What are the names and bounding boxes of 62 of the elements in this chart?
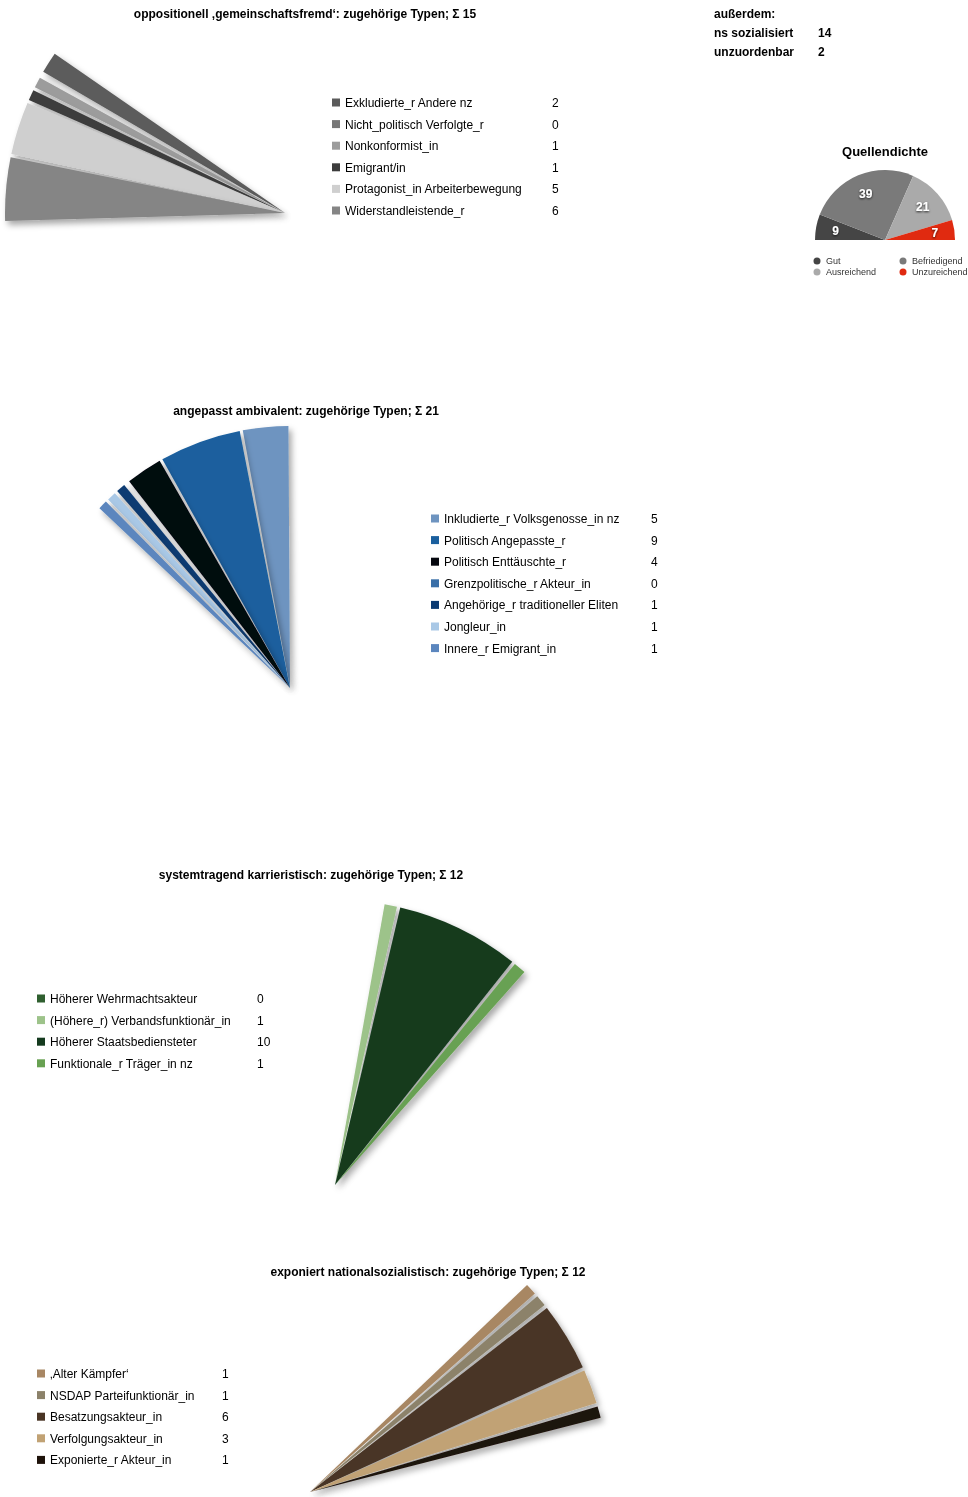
chart-title: exponiert nationalsozialistisch: zugehörige Typen; Σ 12 [270,1265,586,1279]
legend-label: Funktionale_r Träger_in nz [50,1056,193,1071]
legend-label: (Höhere_r) Verbandsfunktionär_in [50,1013,231,1028]
data-label: 4 [651,555,658,570]
chart-title: Quellendichte [842,144,928,159]
legend-label: Verfolgungsakteur_in [50,1431,163,1446]
data-label: 14 [818,26,832,40]
data-label: 1 [222,1388,229,1403]
legend-label: ‚Alter Kämpfer‘ [50,1367,129,1381]
legend-label: NSDAP Parteifunktionär_in [50,1388,195,1403]
legend-label: Politisch Enttäuschte_r [444,555,567,570]
data-label: 1 [257,1013,264,1028]
data-label: 21 [916,199,930,214]
legend-label: Gut [826,256,842,266]
category-label: unzuordenbar [714,45,795,59]
data-label: 6 [222,1410,229,1425]
legend-label: Widerstandleistende_r [345,204,465,218]
legend-label: Jongleur_in [444,620,507,634]
legend-label: Angehörige_r traditioneller Eliten [444,598,619,613]
data-label: 1 [552,139,559,154]
legend-label: Politisch Angepasste_r [444,533,566,548]
data-label: 1 [651,598,658,613]
data-label: 1 [651,641,658,656]
data-label: 1 [222,1367,229,1381]
data-label: 3 [222,1431,229,1446]
data-label: 1 [257,1056,264,1071]
legend-label: Ausreichend [826,267,877,277]
legend-label: Besatzungsakteur_in [50,1410,163,1425]
text: 0 [257,992,264,1006]
legend-label: Inkludierte_r Volksgenosse_in nz [444,512,620,526]
legend-label: Grenzpolitische_r Akteur_in [444,576,591,591]
data-label: 5 [552,182,559,197]
data-label: 2 [552,96,559,110]
data-label: 9 [651,533,658,548]
legend-label: Exponierte_r Akteur_in [50,1453,172,1468]
legend-label: Höherer Wehrmachtsakteur [50,992,198,1006]
legend-label: Protagonist_in Arbeiterbewegung [345,182,522,197]
data-label: 2 [818,45,825,59]
text: 0 [651,576,658,591]
data-label: 6 [552,204,559,218]
text: 0 [552,117,559,132]
text: außerdem: [714,7,776,21]
legend-label: Nicht_politisch Verfolgte_r [345,117,484,132]
legend-label: Exkludierte_r Andere nz [345,96,473,110]
legend-label: Nonkonformist_in [345,139,439,154]
chart-title: oppositionell ‚gemeinschaftsfremd‘: zugehörige Typen; Σ 15 [133,7,477,21]
data-label: 1 [222,1453,229,1468]
data-label: 7 [931,225,939,240]
data-label: 1 [651,620,658,634]
chart-title: angepasst ambivalent: zugehörige Typen; Σ 21 [173,404,440,418]
data-label: 9 [832,223,840,238]
legend-label: Befriedigend [912,256,963,266]
legend-label: Höherer Staatsbediensteter [50,1035,197,1050]
data-label: 10 [257,1035,271,1050]
data-label: 39 [859,186,873,201]
legend-label: Emigrant/in [345,160,406,175]
legend-label: Unzureichend [912,267,968,277]
data-label: 1 [552,160,559,175]
chart-title: systemtragend karrieristisch: zugehörige Typen; Σ 12 [158,868,464,882]
category-label: ns sozialisiert [714,26,794,40]
legend-label: Innere_r Emigrant_in [444,641,557,656]
data-label: 5 [651,512,658,526]
